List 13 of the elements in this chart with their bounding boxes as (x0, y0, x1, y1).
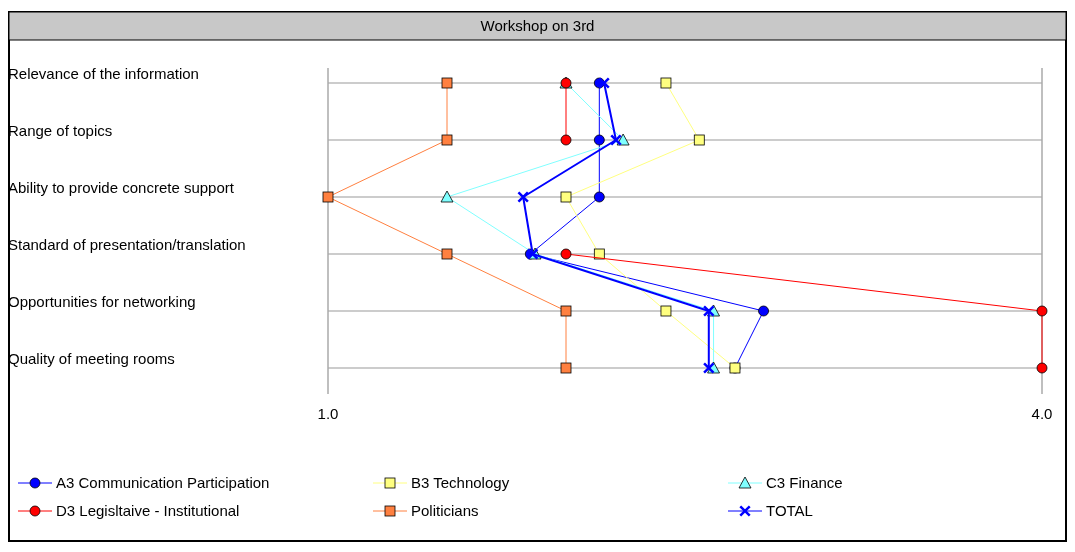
y-tick-label: Quality of meeting rooms (8, 350, 175, 367)
y-tick-label: Opportunities for networking (8, 293, 196, 310)
x-tick-label: 4.0 (1031, 405, 1053, 422)
legend-label: TOTAL (766, 502, 813, 519)
legend-label: C3 Finance (766, 474, 843, 491)
y-tick-label: Standard of presentation/translation (8, 236, 246, 253)
x-tick-label: 1.0 (317, 405, 339, 422)
y-tick-label: Relevance of the information (8, 65, 199, 82)
legend-label: B3 Technology (411, 474, 510, 491)
legend-label: D3 Legisltaive - Institutional (56, 502, 240, 519)
legend-label: A3 Communication Participation (56, 474, 270, 491)
chart-title: Workshop on 3rd (480, 17, 595, 34)
legend-label: Politicians (411, 502, 479, 519)
